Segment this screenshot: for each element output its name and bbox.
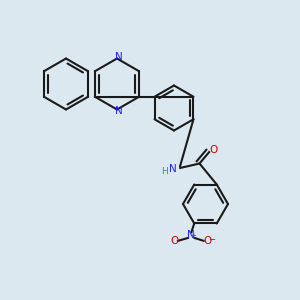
Text: N: N [115,52,122,62]
Text: N: N [169,164,176,175]
Text: +: + [191,233,197,239]
Text: O: O [170,236,178,246]
Text: H: H [161,167,167,176]
Text: O: O [203,236,211,246]
Text: −: − [208,235,215,244]
Text: N: N [115,106,122,116]
Text: N: N [188,230,195,241]
Text: O: O [209,145,218,155]
